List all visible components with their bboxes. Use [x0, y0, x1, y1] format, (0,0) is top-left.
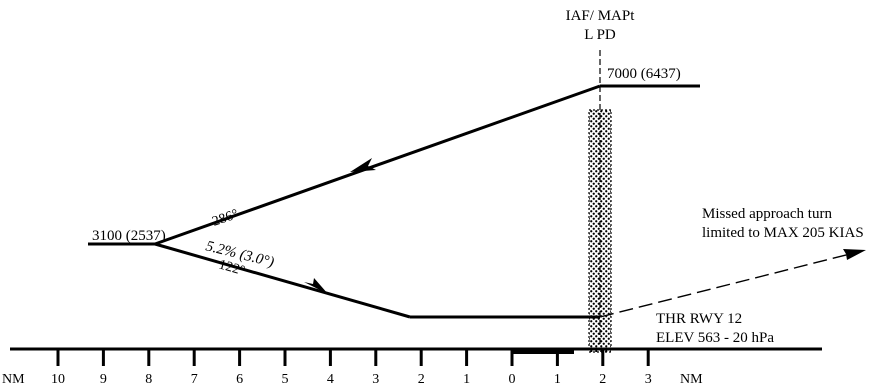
inbound-arrowhead — [304, 278, 328, 294]
distance-scale: 10 9 8 7 6 5 4 3 2 1 0 1 2 3 — [51, 349, 652, 387]
missed-approach-text-line2: limited to MAX 205 KIAS — [702, 225, 864, 241]
distance-tick-label: 3 — [372, 372, 379, 387]
missed-approach-path — [599, 253, 851, 318]
fix-name-label: IAF/ MAPt — [566, 8, 636, 24]
distance-tick-label: 0 — [509, 372, 516, 387]
distance-tick-label: 7 — [191, 372, 198, 387]
outbound-track — [154, 84, 601, 246]
initial-altitude-label: 7000 (6437) — [607, 66, 681, 82]
inbound-course-label: 122° — [217, 257, 247, 279]
nm-unit-left: NM — [2, 372, 25, 387]
distance-tick-label: 2 — [599, 372, 606, 387]
distance-tick-label: 5 — [282, 372, 289, 387]
turn-altitude-label: 3100 (2537) — [92, 228, 166, 244]
outbound-arrowhead — [350, 158, 376, 172]
distance-tick-label: 6 — [236, 372, 243, 387]
fix-ident-label: L PD — [584, 27, 616, 43]
nm-unit-right: NM — [680, 372, 703, 387]
distance-tick-label: 2 — [418, 372, 425, 387]
outbound-course-label: 286° — [210, 207, 240, 230]
missed-approach-arrowhead — [843, 249, 866, 260]
distance-tick-label: 9 — [100, 372, 107, 387]
threshold-elevation-label: ELEV 563 - 20 hPa — [656, 330, 774, 346]
threshold-label: THR RWY 12 — [656, 311, 742, 327]
distance-tick-label: 1 — [463, 372, 470, 387]
distance-tick-label: 10 — [51, 372, 65, 387]
inbound-track — [154, 242, 411, 319]
distance-tick-label: 4 — [327, 372, 334, 387]
runway-bar — [512, 349, 574, 354]
distance-tick-label: 8 — [145, 372, 152, 387]
distance-tick-label: 3 — [645, 372, 652, 387]
distance-tick-label: 1 — [554, 372, 561, 387]
missed-approach-text-line1: Missed approach turn — [702, 206, 832, 222]
